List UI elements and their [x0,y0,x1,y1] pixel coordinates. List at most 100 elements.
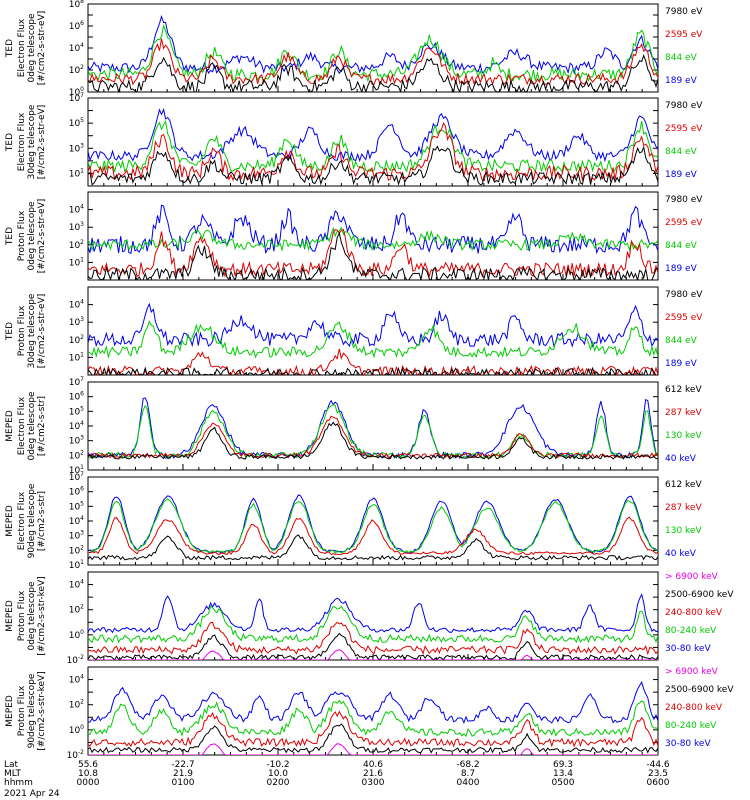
x-axis-mlt-label: 23.5 [648,769,668,779]
y-axis-label-line: MEPED [5,410,15,442]
series-group [88,680,658,755]
legend-entry: 2500-6900 keV [665,590,734,600]
legend-entry: 189 eV [665,76,698,86]
panel-frame [87,286,659,376]
y-axis-label-line: MEPED [5,695,15,727]
series-line [88,107,658,163]
legend-entry: 612 keV [665,480,702,490]
legend-entry: 287 keV [665,503,702,513]
legend-entry: 189 eV [665,264,698,274]
x-axis-lat-label: 40.6 [363,760,383,770]
series-line [88,145,658,186]
y-tick-label: 101 [69,559,84,571]
y-axis-label-line: [#/cm2-s-str-eV] [37,105,47,180]
y-axis-label-line: Proton Flux [17,685,27,736]
panel-ted-proton-0deg: 101 102 103 104 TED Proton Flux 0deg telescope… [5,191,703,281]
y-tick-label: 105 [69,117,84,129]
y-axis-label-line: Electron Flux [17,112,27,171]
y-tick-label: 104 [69,515,84,527]
y-tick-label: 103 [69,435,84,447]
y-tick-label: 102 [69,699,84,711]
legend-entry: 7980 eV [665,101,703,111]
y-tick-label: 108 [69,0,84,10]
legend-entry: > 6900 keV [665,572,719,582]
y-tick-label: 102 [69,604,84,616]
x-axis-hhmm-label: 0600 [647,778,670,788]
y-tick-label: 107 [69,471,84,483]
legend-entry: 2595 eV [665,313,703,323]
series-line [88,605,658,644]
legend-entry: 2595 eV [665,218,703,228]
series-line [88,319,658,359]
y-axis-label-line: Proton Flux [17,590,27,641]
y-tick-label: 107 [69,376,84,388]
x-axis-lat-label: 55.6 [78,760,98,770]
series-line [88,397,658,460]
y-tick-label: 103 [69,316,84,328]
series-line [88,231,658,280]
panel-frame [87,3,659,93]
y-tick-label: 103 [69,142,84,154]
legend-entry: 30-80 keV [665,644,711,654]
y-axis-label-line: TED [5,322,15,341]
y-tick-label: 102 [69,449,84,461]
legend-entry: 2595 eV [665,124,703,134]
y-tick-label: 104 [69,579,84,591]
y-tick-label: 100 [69,724,84,736]
y-axis-label-line: 90deg telescope [27,483,37,558]
y-tick-label: 10-2 [67,654,85,666]
series-line [88,404,658,460]
legend-entry: 844 eV [665,241,698,251]
legend-entry: 844 eV [665,336,698,346]
series-group [88,204,658,280]
legend-entry: 30-80 keV [665,739,711,749]
series-line [88,302,658,348]
series-line [88,534,658,561]
legend-entry: 189 eV [665,359,698,369]
x-axis-mlt-label: 10.0 [268,769,288,779]
legend-entry: 7980 eV [665,7,703,17]
x-axis-hhmm-label: 0300 [362,778,385,788]
y-tick-label: 104 [69,204,84,216]
x-axis-mlt-label: 21.9 [173,769,193,779]
x-axis-mlt-label: 10.8 [78,769,98,779]
legend-entry: 844 eV [665,147,698,157]
series-line [88,415,658,459]
x-axis-row-label: MLT [4,769,22,779]
y-axis-label-line: 30deg telescope [27,104,37,179]
series-line [88,710,658,748]
legend-entry: 40 keV [665,549,697,559]
y-axis-label-line: Electron Flux [17,491,27,550]
y-axis-label-line: [#/cm2-s-str-eV] [37,11,47,86]
series-line [88,680,658,725]
x-axis-mlt-label: 8.7 [461,769,475,779]
y-axis-label-line: [#/cm2-s-str-eV] [37,199,47,274]
y-axis-label-line: [#/cm2-s-str-eV] [37,294,47,369]
y-axis-label-line: Proton Flux [17,305,27,356]
y-tick-label: 106 [69,486,84,498]
y-axis-label-line: MEPED [5,505,15,537]
series-line [88,204,658,255]
x-axis-hhmm-label: 0100 [172,778,195,788]
y-tick-label: 106 [69,391,84,403]
y-axis-label-line: 30deg telescope [27,293,37,368]
y-tick-label: 105 [69,405,84,417]
series-line [88,723,658,754]
y-tick-label: 106 [69,20,84,32]
x-axis-hhmm-label: 0200 [267,778,290,788]
series-line [88,516,658,556]
legend-entry: 612 keV [665,385,702,395]
x-axis-mlt-label: 21.6 [363,769,383,779]
x-axis-mlt-label: 13.4 [553,769,573,779]
series-line [88,14,658,75]
y-axis-label-line: Proton Flux [17,210,27,261]
x-axis-lat-label: -10.2 [266,760,289,770]
x-axis-lat-label: -68.2 [456,760,479,770]
legend-entry: 2500-6900 keV [665,685,734,695]
series-line [88,621,658,656]
x-axis-lat-label: -44.6 [646,760,670,770]
legend-entry: 7980 eV [665,195,703,205]
